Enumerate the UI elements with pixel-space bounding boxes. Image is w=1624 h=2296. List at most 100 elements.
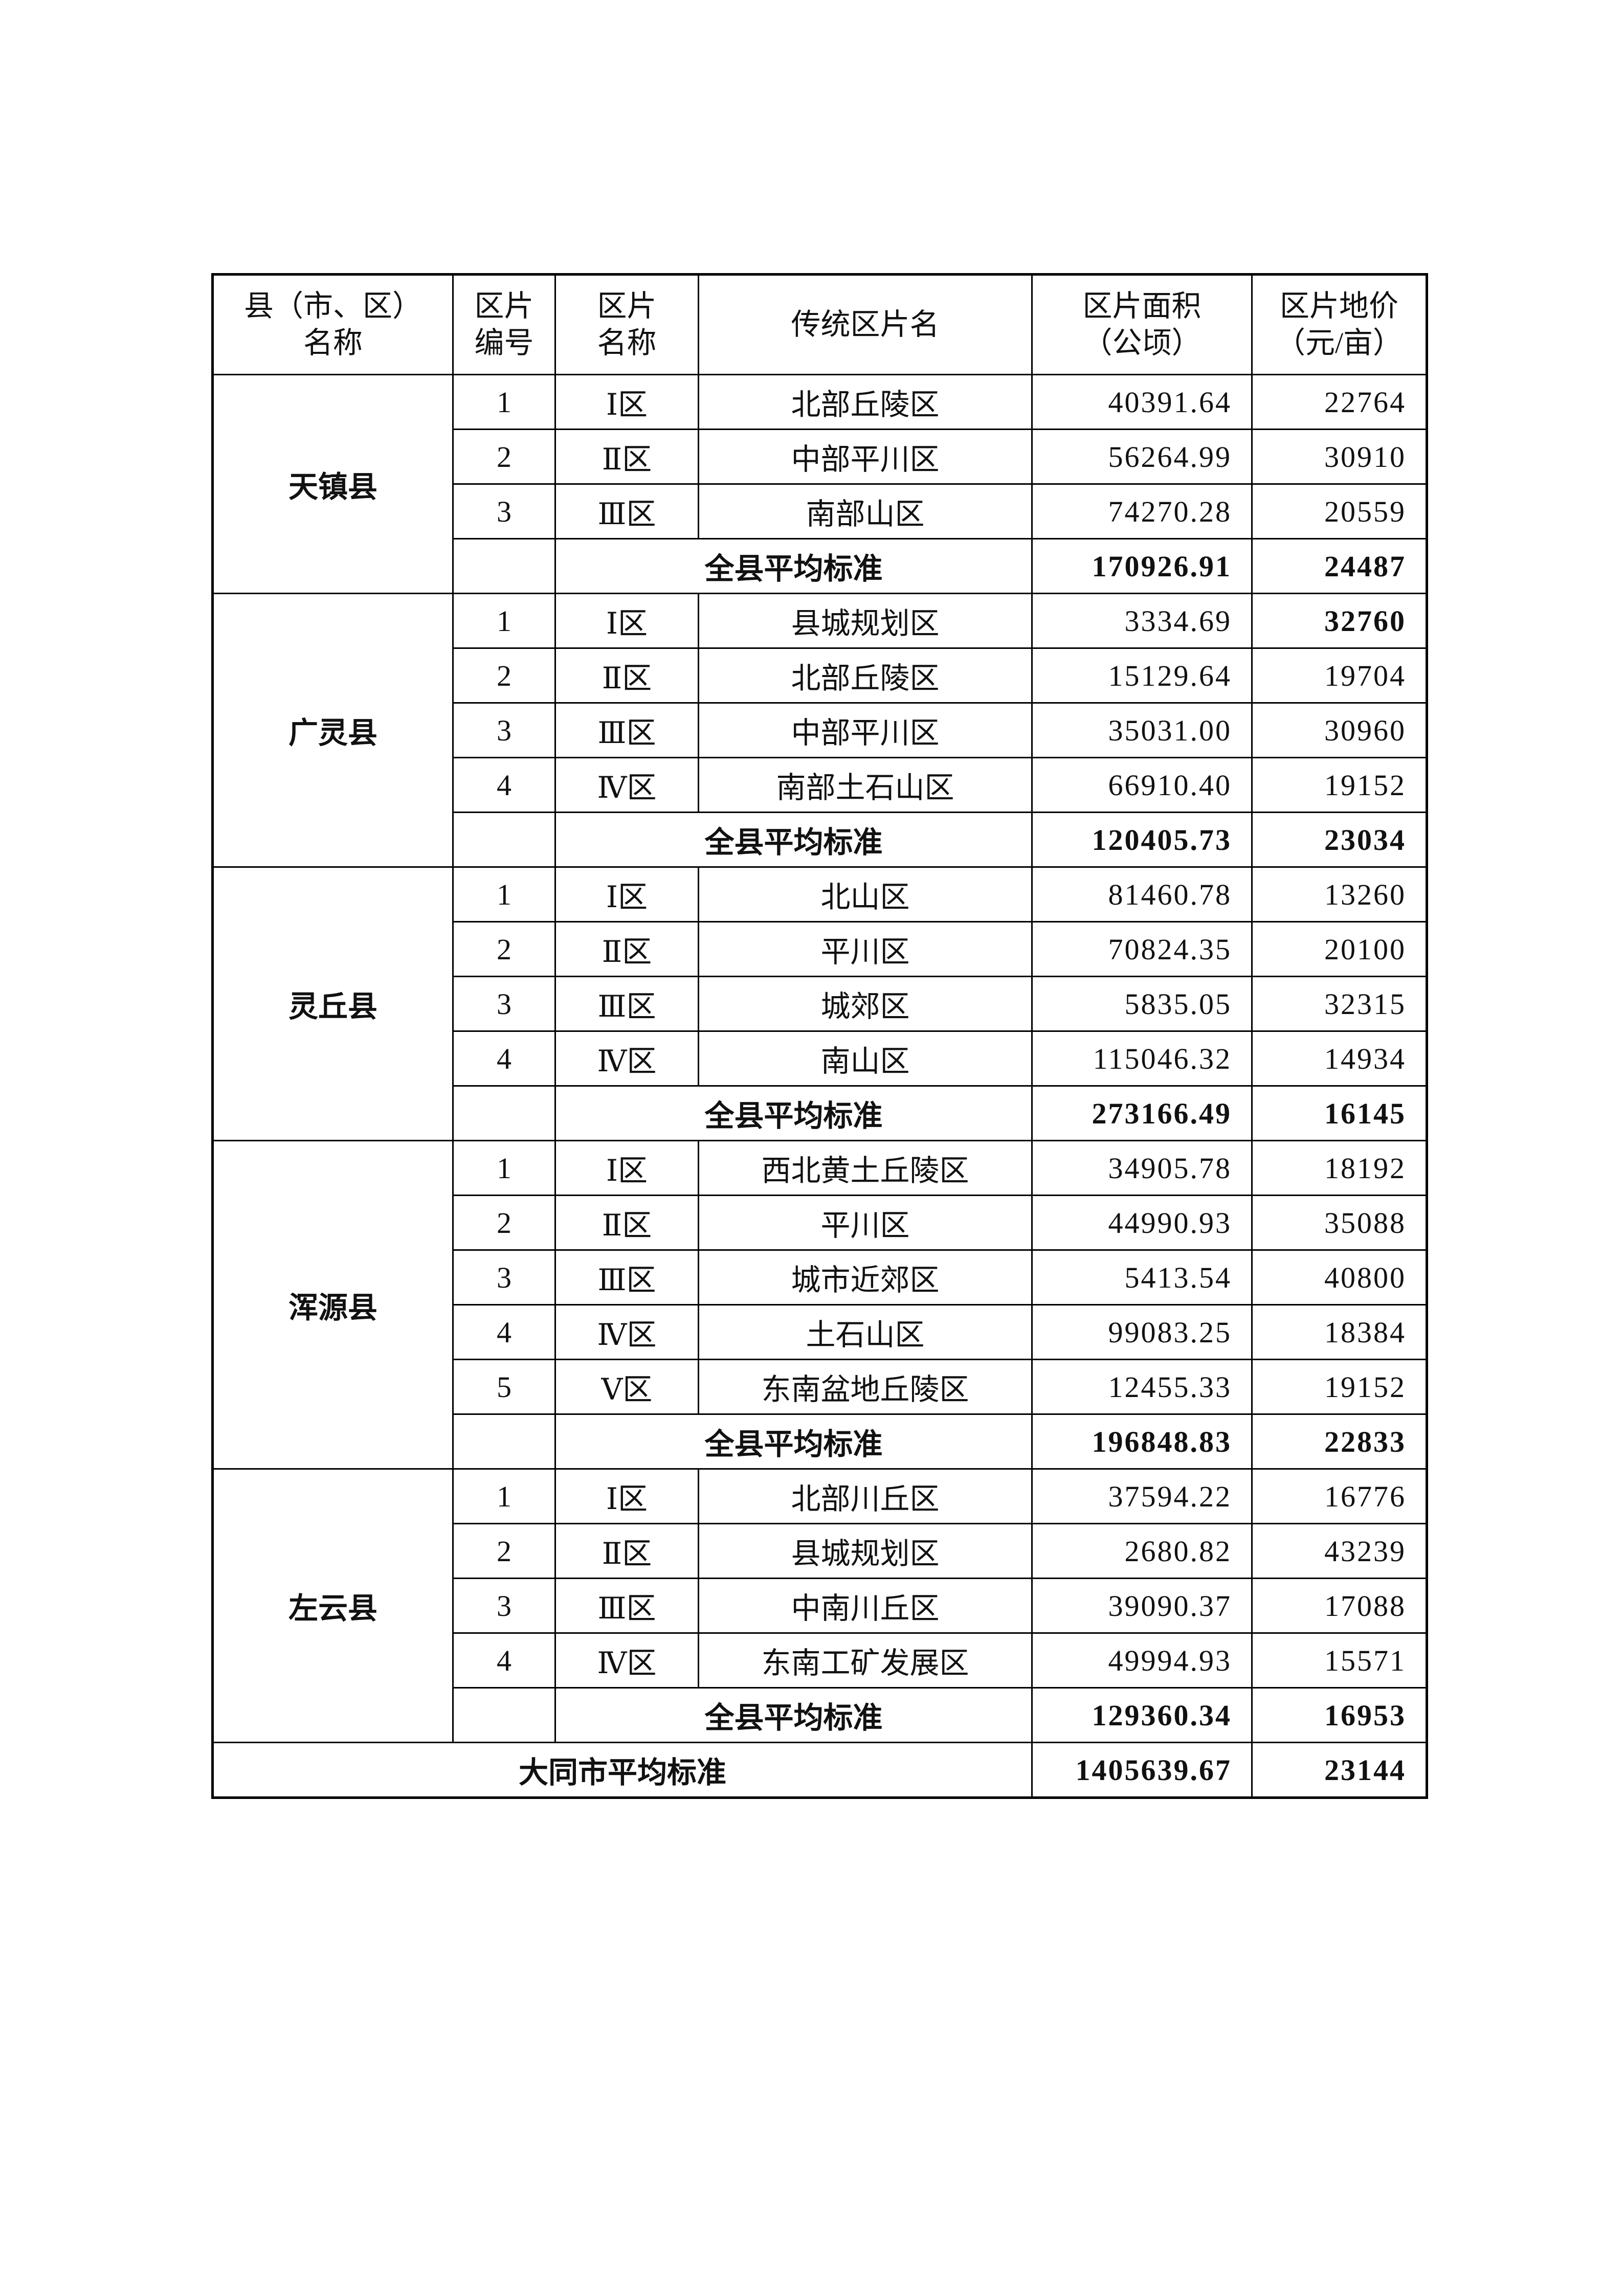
traditional-zone-name: 平川区 xyxy=(698,1195,1033,1251)
traditional-zone-name: 北部丘陵区 xyxy=(698,647,1033,704)
zone-price: 43239 xyxy=(1251,1523,1428,1579)
zone-name: Ⅳ区 xyxy=(554,1632,699,1689)
zone-name: Ⅴ区 xyxy=(554,1359,699,1415)
table-row: 浑源县 1 Ⅰ区 西北黄土丘陵区 34905.78 18192 xyxy=(212,1140,1428,1470)
zone-name: Ⅱ区 xyxy=(554,429,699,485)
table-row: 4 Ⅳ区 土石山区 99083.25 18384 xyxy=(213,1304,1428,1360)
zone-number: 2 xyxy=(452,921,556,977)
county-average-label: 全县平均标准 xyxy=(554,1687,1033,1743)
zone-area: 99083.25 xyxy=(1031,1304,1253,1360)
zone-area: 49994.93 xyxy=(1031,1632,1253,1689)
zone-area: 34905.78 xyxy=(1031,1140,1253,1196)
zone-price: 20559 xyxy=(1251,483,1428,539)
county-average-row: 全县平均标准 120405.73 23034 xyxy=(213,812,1428,868)
county-average-price: 23034 xyxy=(1251,812,1428,868)
zone-number: 1 xyxy=(452,1468,556,1524)
zone-price: 19152 xyxy=(1251,757,1428,813)
zone-price: 16776 xyxy=(1251,1468,1428,1524)
county-average-area: 170926.91 xyxy=(1031,538,1253,594)
zone-price: 13260 xyxy=(1251,866,1428,922)
column-header: 区片地价 （元/亩） xyxy=(1251,274,1428,375)
zone-area: 70824.35 xyxy=(1031,921,1253,977)
zone-number: 2 xyxy=(452,1195,556,1251)
table-row: 灵丘县 1 Ⅰ区 北山区 81460.78 13260 xyxy=(212,866,1428,1141)
zone-area: 5835.05 xyxy=(1031,976,1253,1032)
traditional-zone-name: 县城规划区 xyxy=(698,593,1033,649)
traditional-zone-name: 平川区 xyxy=(698,921,1033,977)
table-row: 3 Ⅲ区 城市近郊区 5413.54 40800 xyxy=(213,1249,1428,1305)
table-row: 4 Ⅳ区 东南工矿发展区 49994.93 15571 xyxy=(213,1632,1428,1689)
county-average-label: 全县平均标准 xyxy=(554,1413,1033,1470)
zone-name: Ⅲ区 xyxy=(554,1249,699,1305)
zone-name: Ⅲ区 xyxy=(554,976,699,1032)
county-average-price: 22833 xyxy=(1251,1413,1428,1470)
table-row: 4 Ⅳ区 南部土石山区 66910.40 19152 xyxy=(213,757,1428,813)
county-average-area: 273166.49 xyxy=(1031,1085,1253,1141)
zone-price: 32315 xyxy=(1251,976,1428,1032)
table-row: 5 Ⅴ区 东南盆地丘陵区 12455.33 19152 xyxy=(213,1359,1428,1415)
zone-name: Ⅳ区 xyxy=(554,1304,699,1360)
traditional-zone-name: 北部丘陵区 xyxy=(698,374,1033,430)
zone-price: 17088 xyxy=(1251,1578,1428,1634)
county-average-row: 全县平均标准 196848.83 22833 xyxy=(213,1413,1428,1470)
column-header: 传统区片名 xyxy=(698,274,1033,375)
city-total-row: 大同市平均标准 1405639.67 23144 xyxy=(212,1742,1428,1798)
traditional-zone-name: 中部平川区 xyxy=(698,429,1033,485)
zone-number: 4 xyxy=(452,757,556,813)
table-row: 2 Ⅱ区 北部丘陵区 15129.64 19704 xyxy=(213,647,1428,704)
county-name: 左云县 xyxy=(212,1468,454,1743)
zone-area: 56264.99 xyxy=(1031,429,1253,485)
zone-area: 115046.32 xyxy=(1031,1030,1253,1087)
column-header: 县（市、区） 名称 xyxy=(212,274,454,375)
county-average-area: 196848.83 xyxy=(1031,1413,1253,1470)
empty-cell xyxy=(452,812,556,868)
zone-number: 3 xyxy=(452,483,556,539)
zone-price: 18192 xyxy=(1251,1140,1428,1196)
county-name: 灵丘县 xyxy=(212,866,454,1141)
county-average-price: 24487 xyxy=(1251,538,1428,594)
zone-number: 2 xyxy=(452,1523,556,1579)
zone-name: Ⅰ区 xyxy=(554,593,699,649)
city-average-price: 23144 xyxy=(1251,1742,1428,1798)
zone-price: 30960 xyxy=(1251,702,1428,758)
zone-area: 5413.54 xyxy=(1031,1249,1253,1305)
traditional-zone-name: 西北黄土丘陵区 xyxy=(698,1140,1033,1196)
zone-number: 1 xyxy=(452,374,556,430)
traditional-zone-name: 中南川丘区 xyxy=(698,1578,1033,1634)
zone-number: 3 xyxy=(452,702,556,758)
table-row: 2 Ⅱ区 县城规划区 2680.82 43239 xyxy=(213,1523,1428,1579)
traditional-zone-name: 县城规划区 xyxy=(698,1523,1033,1579)
zone-number: 5 xyxy=(452,1359,556,1415)
zone-name: Ⅰ区 xyxy=(554,1140,699,1196)
zone-area: 2680.82 xyxy=(1031,1523,1253,1579)
zone-price: 14934 xyxy=(1251,1030,1428,1087)
zone-area: 74270.28 xyxy=(1031,483,1253,539)
zone-name: Ⅰ区 xyxy=(554,866,699,922)
traditional-zone-name: 北山区 xyxy=(698,866,1033,922)
table-row: 3 Ⅲ区 中南川丘区 39090.37 17088 xyxy=(213,1578,1428,1634)
county-average-area: 120405.73 xyxy=(1031,812,1253,868)
county-name: 天镇县 xyxy=(212,374,454,594)
zone-number: 1 xyxy=(452,866,556,922)
zone-name: Ⅱ区 xyxy=(554,1195,699,1251)
zone-name: Ⅲ区 xyxy=(554,702,699,758)
zone-price: 35088 xyxy=(1251,1195,1428,1251)
county-average-label: 全县平均标准 xyxy=(554,538,1033,594)
table-row: 2 Ⅱ区 平川区 70824.35 20100 xyxy=(213,921,1428,977)
column-header: 区片 名称 xyxy=(554,274,699,375)
zone-area: 66910.40 xyxy=(1031,757,1253,813)
land-price-table: 县（市、区） 名称 区片 编号 区片 名称 传统区片名 区片面积 （公顷） 区片地价 （元/亩） 天… xyxy=(211,273,1428,1799)
zone-number: 4 xyxy=(452,1304,556,1360)
zone-number: 3 xyxy=(452,976,556,1032)
zone-name: Ⅳ区 xyxy=(554,1030,699,1087)
county-average-label: 全县平均标准 xyxy=(554,1085,1033,1141)
empty-cell xyxy=(452,1085,556,1141)
zone-number: 1 xyxy=(452,1140,556,1196)
zone-name: Ⅱ区 xyxy=(554,921,699,977)
traditional-zone-name: 中部平川区 xyxy=(698,702,1033,758)
zone-area: 37594.22 xyxy=(1031,1468,1253,1524)
zone-name: Ⅳ区 xyxy=(554,757,699,813)
table-row: 天镇县 1 Ⅰ区 北部丘陵区 40391.64 22764 xyxy=(212,374,1428,594)
county-name: 广灵县 xyxy=(212,593,454,868)
zone-number: 4 xyxy=(452,1030,556,1087)
